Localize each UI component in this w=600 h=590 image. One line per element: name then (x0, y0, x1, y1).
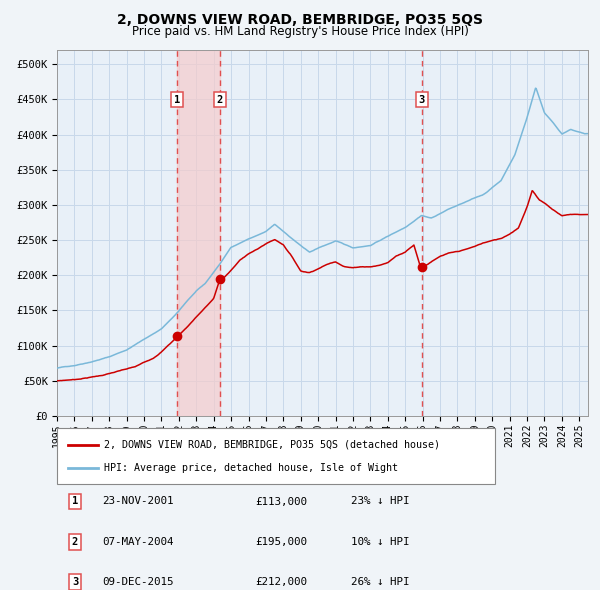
Text: HPI: Average price, detached house, Isle of Wight: HPI: Average price, detached house, Isle… (104, 463, 398, 473)
Text: 10% ↓ HPI: 10% ↓ HPI (351, 537, 409, 546)
Text: 26% ↓ HPI: 26% ↓ HPI (351, 577, 409, 586)
Text: 07-MAY-2004: 07-MAY-2004 (102, 537, 173, 546)
Text: Price paid vs. HM Land Registry's House Price Index (HPI): Price paid vs. HM Land Registry's House … (131, 25, 469, 38)
Text: £113,000: £113,000 (255, 497, 307, 506)
Text: 09-DEC-2015: 09-DEC-2015 (102, 577, 173, 586)
Text: 2, DOWNS VIEW ROAD, BEMBRIDGE, PO35 5QS (detached house): 2, DOWNS VIEW ROAD, BEMBRIDGE, PO35 5QS … (104, 440, 440, 450)
Text: 2: 2 (72, 537, 78, 546)
Text: £195,000: £195,000 (255, 537, 307, 546)
Text: 2: 2 (217, 94, 223, 104)
Text: 1: 1 (72, 497, 78, 506)
Text: £212,000: £212,000 (255, 577, 307, 586)
Text: 2, DOWNS VIEW ROAD, BEMBRIDGE, PO35 5QS: 2, DOWNS VIEW ROAD, BEMBRIDGE, PO35 5QS (117, 13, 483, 27)
Text: 3: 3 (418, 94, 425, 104)
Text: 1: 1 (174, 94, 180, 104)
Text: 23-NOV-2001: 23-NOV-2001 (102, 497, 173, 506)
Text: 23% ↓ HPI: 23% ↓ HPI (351, 497, 409, 506)
Bar (177, 50, 220, 416)
Text: 3: 3 (72, 577, 78, 586)
